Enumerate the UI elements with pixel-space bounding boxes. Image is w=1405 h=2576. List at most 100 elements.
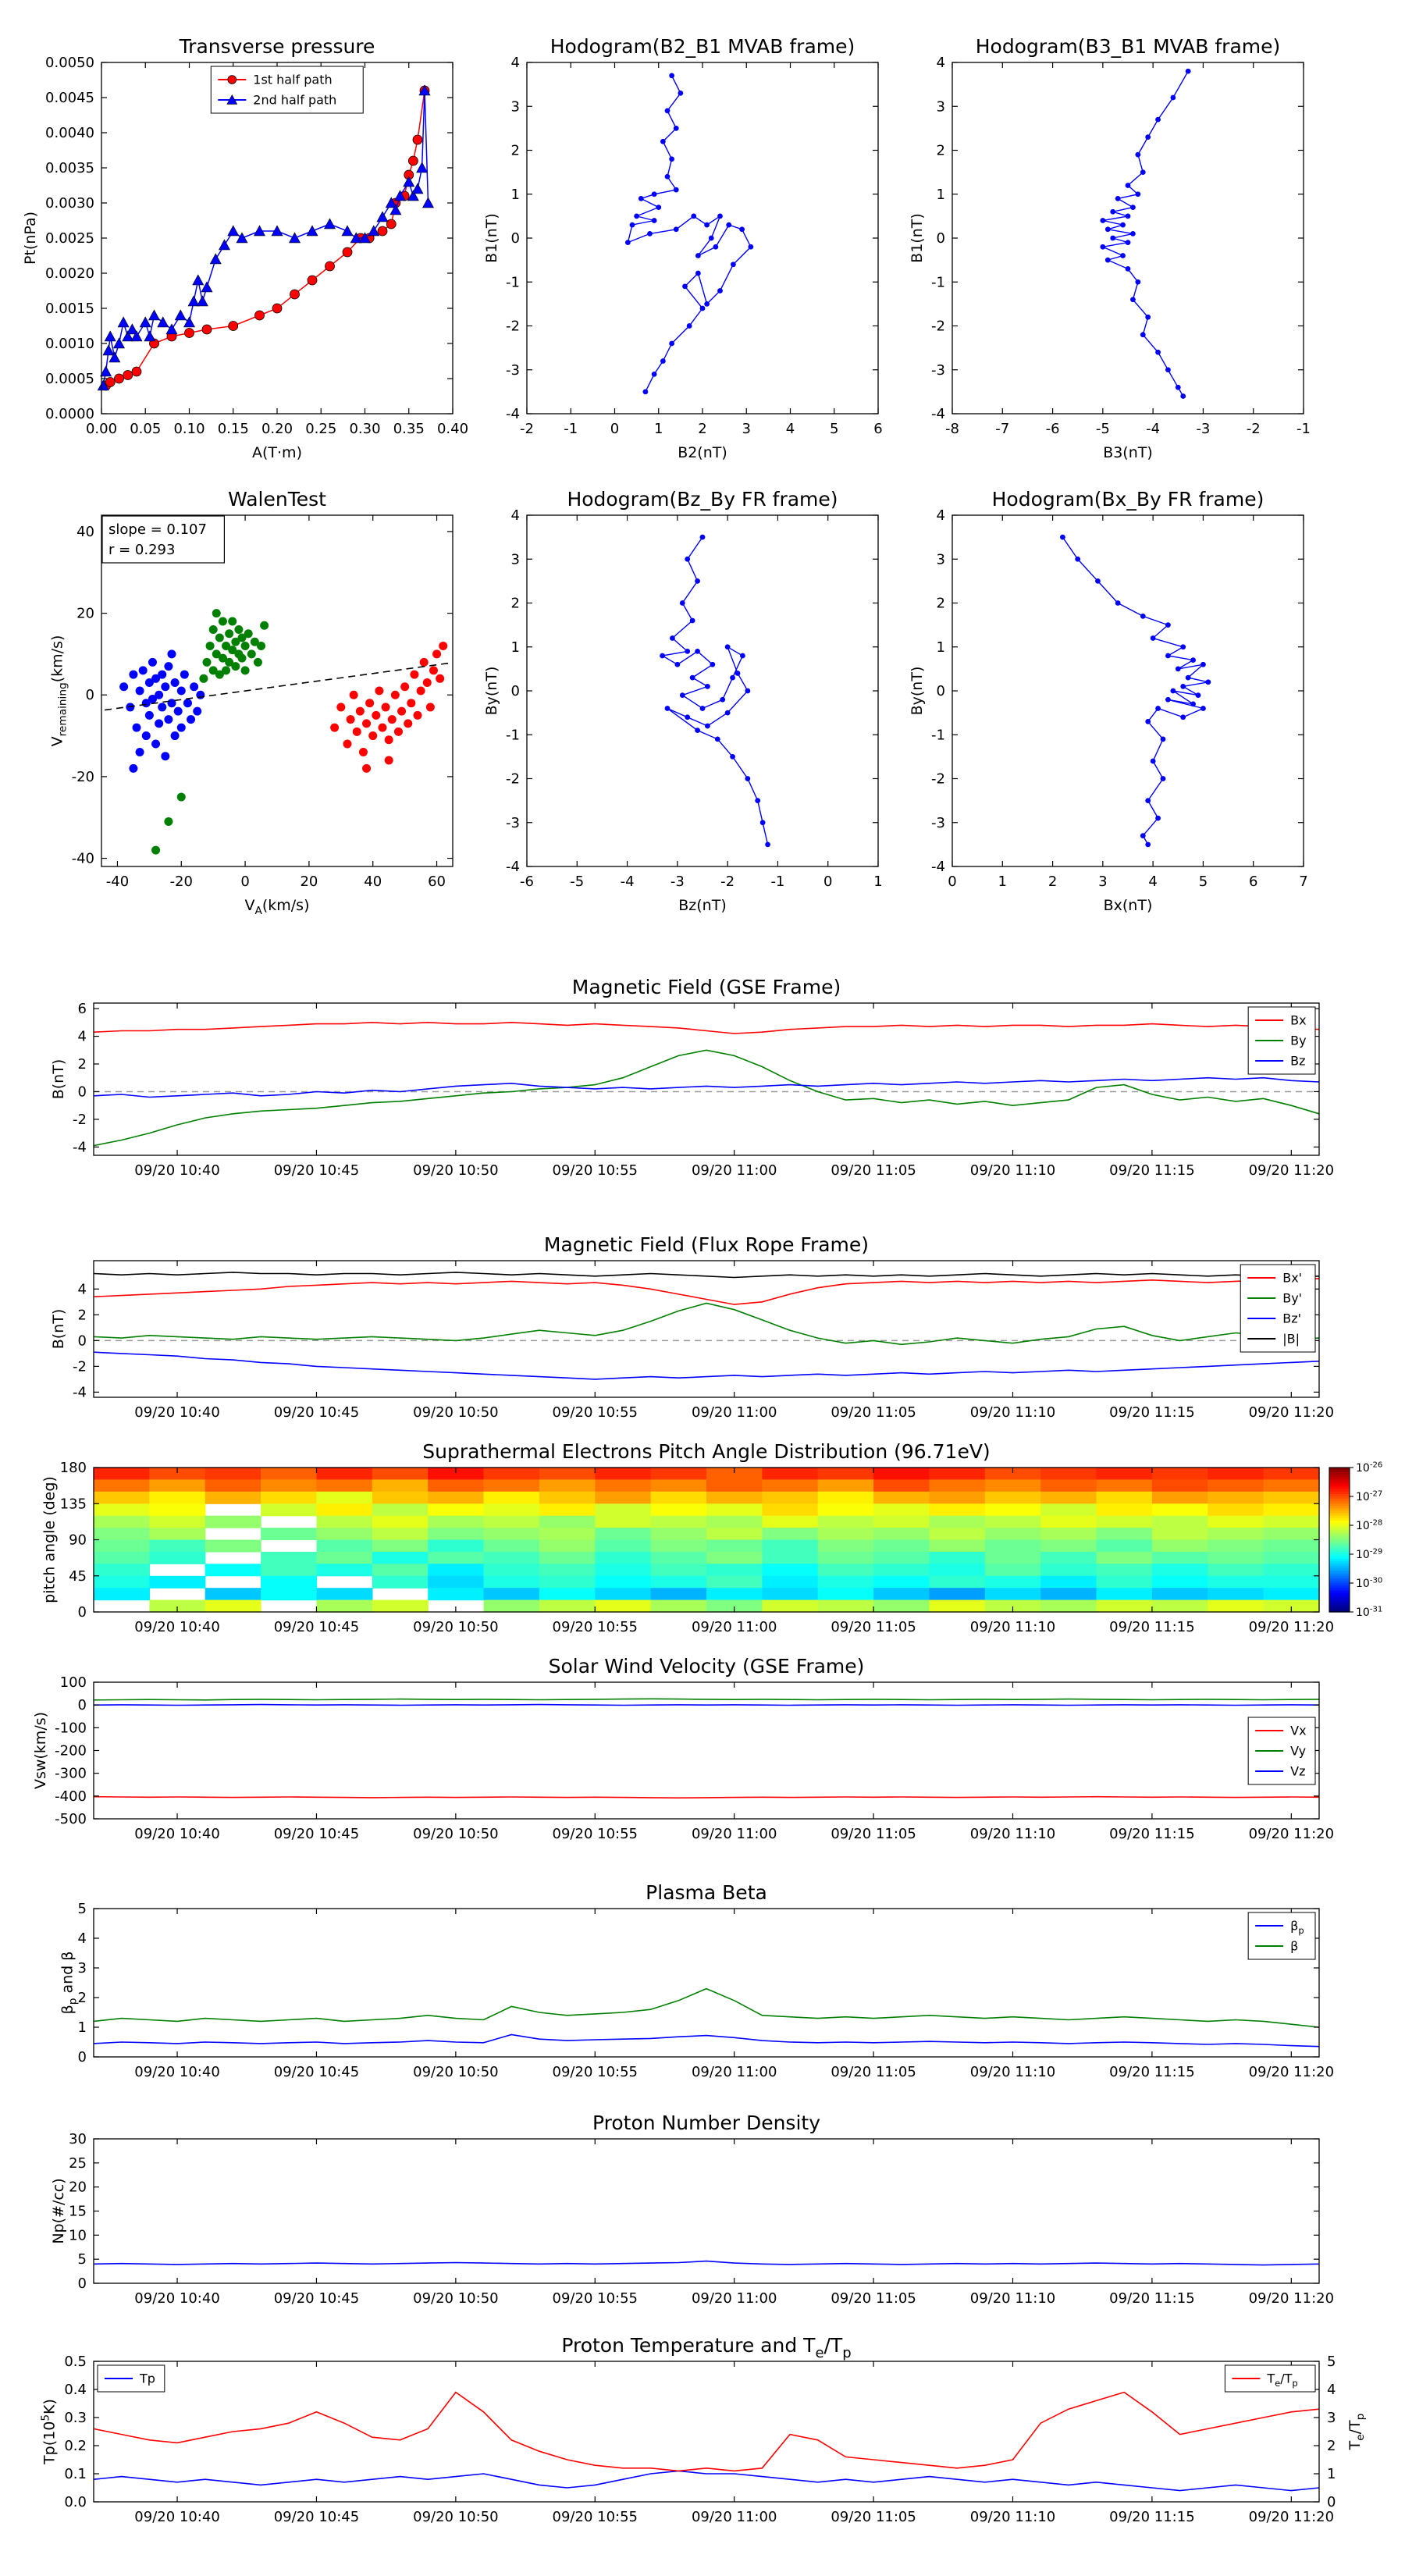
svg-text:|B|: |B| — [1282, 1332, 1300, 1347]
svg-text:0: 0 — [78, 2049, 87, 2065]
svg-text:0.0010: 0.0010 — [45, 336, 94, 352]
svg-text:0: 0 — [78, 1083, 87, 1100]
svg-text:0.0030: 0.0030 — [45, 195, 94, 212]
svg-text:-20: -20 — [72, 769, 94, 785]
svg-text:2: 2 — [511, 596, 520, 612]
svg-text:0.0050: 0.0050 — [45, 55, 94, 71]
svg-text:09/20 10:50: 09/20 10:50 — [413, 1162, 498, 1179]
svg-text:6: 6 — [1249, 873, 1257, 890]
svg-text:βp​ and β: βp​ and β — [59, 1952, 80, 2015]
svg-text:3: 3 — [78, 1960, 87, 1976]
svg-text:20: 20 — [76, 606, 94, 622]
svg-text:09/20 11:15: 09/20 11:15 — [1109, 2290, 1194, 2307]
svg-text:2: 2 — [78, 1307, 87, 1323]
svg-text:09/20 11:05: 09/20 11:05 — [831, 1619, 916, 1635]
svg-text:-3: -3 — [670, 873, 685, 890]
svg-text:60: 60 — [428, 873, 446, 890]
svg-text:-4: -4 — [931, 859, 945, 875]
svg-text:09/20 11:20: 09/20 11:20 — [1249, 1619, 1334, 1635]
svg-text:B(nT): B(nT) — [50, 1309, 67, 1350]
svg-text:0.0000: 0.0000 — [45, 406, 94, 422]
svg-text:09/20 11:10: 09/20 11:10 — [970, 1826, 1055, 1842]
svg-text:B1(nT): B1(nT) — [909, 213, 926, 263]
svg-text:3: 3 — [937, 551, 945, 568]
svg-text:0: 0 — [937, 230, 945, 247]
svg-text:40: 40 — [76, 524, 94, 540]
svg-text:2: 2 — [937, 596, 945, 612]
svg-text:09/20 10:50: 09/20 10:50 — [413, 2290, 498, 2307]
svg-text:2nd half path: 2nd half path — [253, 93, 336, 108]
svg-text:Pt(nPa): Pt(nPa) — [22, 212, 39, 265]
svg-text:100: 100 — [60, 1674, 87, 1691]
svg-text:1: 1 — [998, 873, 1007, 890]
svg-text:0: 0 — [78, 2275, 87, 2292]
svg-text:30: 30 — [69, 2131, 87, 2147]
svg-text:09/20 10:40: 09/20 10:40 — [134, 1162, 219, 1179]
svg-text:0.0045: 0.0045 — [45, 90, 94, 106]
svg-text:-1: -1 — [770, 873, 784, 890]
svg-text:09/20 11:15: 09/20 11:15 — [1109, 1162, 1194, 1179]
svg-text:Np(#/cc): Np(#/cc) — [50, 2178, 67, 2243]
svg-text:5: 5 — [78, 2251, 87, 2268]
svg-text:2: 2 — [78, 1990, 87, 2006]
svg-text:09/20 10:40: 09/20 10:40 — [134, 2290, 219, 2307]
svg-text:4: 4 — [511, 55, 520, 71]
svg-text:20: 20 — [300, 873, 318, 890]
svg-text:pitch angle (deg): pitch angle (deg) — [41, 1476, 59, 1603]
svg-text:0: 0 — [86, 687, 94, 703]
svg-text:-3: -3 — [931, 815, 945, 831]
svg-text:3: 3 — [1098, 873, 1107, 890]
svg-text:09/20 11:00: 09/20 11:00 — [692, 1162, 777, 1179]
svg-text:09/20 10:40: 09/20 10:40 — [134, 2509, 219, 2525]
svg-text:09/20 10:50: 09/20 10:50 — [413, 1619, 498, 1635]
svg-text:-40: -40 — [72, 851, 94, 867]
svg-text:-4: -4 — [73, 1384, 87, 1400]
svg-text:09/20 11:05: 09/20 11:05 — [831, 2064, 916, 2080]
panel-hodo_bxby: 0 1 2 3 4 5 6 7 -4 -3 -2 -1 0 1 2 3 4 Hodogram(Bx_By FR f… — [909, 488, 1308, 914]
svg-text:1: 1 — [1327, 2466, 1336, 2482]
svg-text:1: 1 — [937, 639, 945, 656]
svg-text:4: 4 — [786, 421, 795, 437]
svg-text:-3: -3 — [931, 362, 945, 379]
svg-text:09/20 10:55: 09/20 10:55 — [553, 2064, 638, 2080]
svg-text:Plasma Beta: Plasma Beta — [646, 1881, 767, 1904]
svg-text:5: 5 — [830, 421, 838, 437]
svg-text:-1: -1 — [564, 421, 578, 437]
svg-text:1st half path: 1st half path — [253, 73, 332, 87]
svg-text:0: 0 — [511, 683, 520, 699]
svg-text:4: 4 — [511, 507, 520, 524]
svg-text:15: 15 — [69, 2204, 87, 2220]
svg-text:0.35: 0.35 — [393, 421, 425, 437]
svg-text:10: 10 — [69, 2227, 87, 2243]
svg-text:09/20 11:10: 09/20 11:10 — [970, 2509, 1055, 2525]
svg-text:2: 2 — [937, 143, 945, 159]
svg-text:Vsw(km/s): Vsw(km/s) — [32, 1712, 49, 1789]
svg-text:-100: -100 — [55, 1720, 87, 1736]
svg-text:0.0035: 0.0035 — [45, 160, 94, 176]
svg-text:Bx': Bx' — [1282, 1271, 1302, 1286]
panel-hodo_bzby: -6 -5 -4 -3 -2 -1 0 1 -4 -3 -2 -1 0 1 2 3 4 Hodogram(Bz_B… — [483, 488, 883, 914]
svg-text:09/20 11:20: 09/20 11:20 — [1249, 2509, 1334, 2525]
svg-text:Hodogram(Bz_By FR frame): Hodogram(Bz_By FR frame) — [567, 488, 838, 511]
svg-text:09/20 11:10: 09/20 11:10 — [970, 2064, 1055, 2080]
svg-text:09/20 11:10: 09/20 11:10 — [970, 1619, 1055, 1635]
svg-text:09/20 11:20: 09/20 11:20 — [1249, 1404, 1334, 1421]
svg-text:09/20 11:10: 09/20 11:10 — [970, 1162, 1055, 1179]
svg-text:0: 0 — [948, 873, 956, 890]
svg-text:09/20 10:45: 09/20 10:45 — [274, 1619, 359, 1635]
svg-text:0.5: 0.5 — [64, 2354, 87, 2370]
svg-text:09/20 11:20: 09/20 11:20 — [1249, 2290, 1334, 2307]
panel-walen: -40 -20 0 20 40 60 -40 -20 0 20 40 WalenTest VA​(km/… — [49, 488, 454, 917]
svg-text:0.25: 0.25 — [305, 421, 336, 437]
svg-text:Te​/Tp​: Te​/Tp​ — [1266, 2371, 1297, 2389]
svg-text:Magnetic Field (GSE Frame): Magnetic Field (GSE Frame) — [572, 976, 841, 998]
svg-text:Magnetic Field (Flux Rope Fram: Magnetic Field (Flux Rope Frame) — [544, 1233, 869, 1256]
svg-text:5: 5 — [78, 1901, 87, 1917]
svg-text:By': By' — [1282, 1291, 1302, 1306]
svg-text:-2: -2 — [720, 873, 735, 890]
svg-text:0: 0 — [937, 683, 945, 699]
svg-text:3: 3 — [937, 98, 945, 115]
svg-text:0.20: 0.20 — [261, 421, 293, 437]
